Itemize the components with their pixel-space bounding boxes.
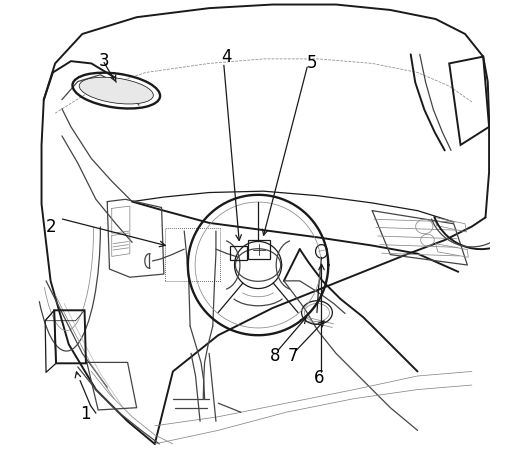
Text: 7: 7 <box>288 347 298 365</box>
Text: 2: 2 <box>46 217 57 236</box>
Text: 3: 3 <box>99 52 110 70</box>
Text: 1: 1 <box>81 405 91 424</box>
Text: 4: 4 <box>221 48 231 66</box>
Ellipse shape <box>79 77 153 104</box>
Text: 5: 5 <box>307 53 318 72</box>
Text: 6: 6 <box>314 369 324 387</box>
Text: 8: 8 <box>270 347 280 365</box>
